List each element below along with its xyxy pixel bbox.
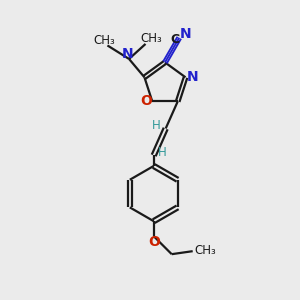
Text: H: H	[158, 146, 167, 159]
Text: O: O	[140, 94, 152, 109]
Text: N: N	[122, 47, 133, 61]
Text: O: O	[148, 235, 160, 249]
Text: CH₃: CH₃	[94, 34, 115, 46]
Text: CH₃: CH₃	[140, 32, 162, 45]
Text: CH₃: CH₃	[194, 244, 216, 257]
Text: C: C	[170, 33, 179, 46]
Text: H: H	[152, 119, 161, 132]
Text: N: N	[186, 70, 198, 84]
Text: N: N	[180, 27, 192, 41]
